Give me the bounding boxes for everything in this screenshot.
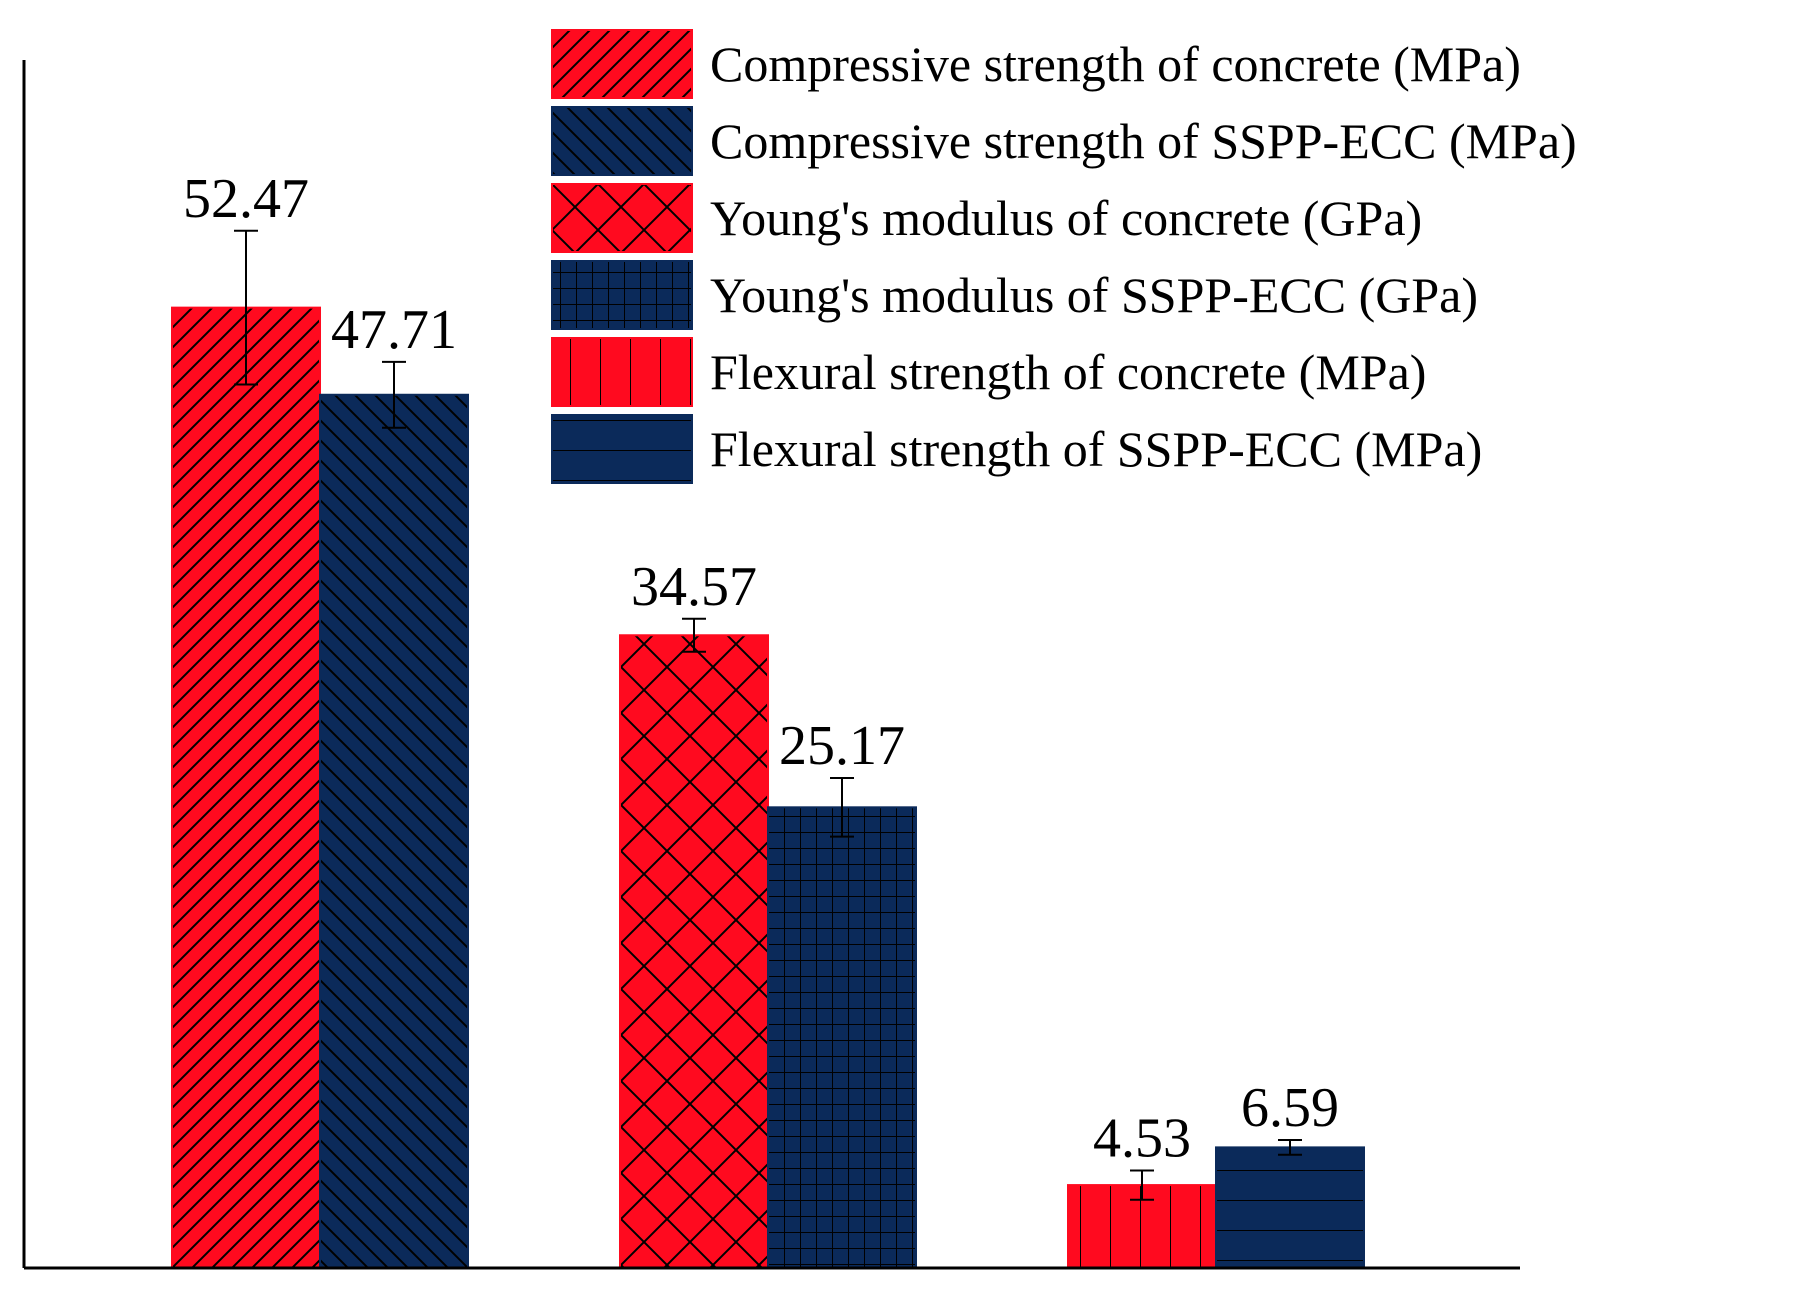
legend-swatch	[551, 183, 693, 253]
error-bar-2-2	[830, 777, 854, 838]
legend-swatch	[551, 414, 693, 484]
value-label-3-2: 6.59	[1241, 1077, 1339, 1139]
legend-label: Flexural strength of concrete (MPa)	[710, 344, 1426, 400]
legend-label: Compressive strength of SSPP-ECC (MPa)	[710, 113, 1577, 169]
legend-item-2: Compressive strength of SSPP-ECC (MPa)	[551, 106, 1577, 176]
error-bar-1-1	[234, 229, 258, 386]
legend-swatch	[551, 337, 693, 407]
legend-label: Flexural strength of SSPP-ECC (MPa)	[710, 421, 1482, 477]
legend-label: Compressive strength of concrete (MPa)	[710, 36, 1521, 92]
legend-item-1: Compressive strength of concrete (MPa)	[551, 29, 1521, 99]
error-bars-layer	[234, 229, 1302, 1201]
error-bar-2-1	[682, 617, 706, 653]
bar-2-2	[767, 806, 917, 1270]
legend: Compressive strength of concrete (MPa) Co…	[551, 29, 1577, 484]
value-label-3-1: 4.53	[1093, 1107, 1191, 1169]
bar-1-2	[319, 393, 469, 1269]
bar-3-2	[1215, 1146, 1365, 1270]
value-labels-layer: 52.47 47.71 34.57 25.17 4.53 6.59	[183, 168, 1339, 1170]
legend-item-4: Young's modulus of SSPP-ECC (GPa)	[551, 260, 1478, 330]
value-label-1-2: 47.71	[331, 299, 457, 361]
legend-swatch	[551, 29, 693, 99]
value-label-2-1: 34.57	[631, 556, 757, 618]
legend-swatch	[551, 106, 693, 176]
legend-label: Young's modulus of concrete (GPa)	[710, 190, 1422, 246]
error-bar-3-1	[1130, 1169, 1154, 1201]
legend-swatch	[551, 260, 693, 330]
error-bar-1-2	[382, 360, 406, 429]
legend-item-5: Flexural strength of concrete (MPa)	[551, 337, 1426, 407]
value-label-2-2: 25.17	[779, 715, 905, 777]
value-label-1-1: 52.47	[183, 168, 309, 230]
legend-label: Young's modulus of SSPP-ECC (GPa)	[710, 267, 1478, 323]
bar-2-1	[619, 634, 769, 1269]
error-bar-3-2	[1278, 1139, 1302, 1156]
legend-item-3: Young's modulus of concrete (GPa)	[551, 183, 1422, 253]
bar-1-1	[171, 306, 321, 1269]
legend-item-6: Flexural strength of SSPP-ECC (MPa)	[551, 414, 1482, 484]
